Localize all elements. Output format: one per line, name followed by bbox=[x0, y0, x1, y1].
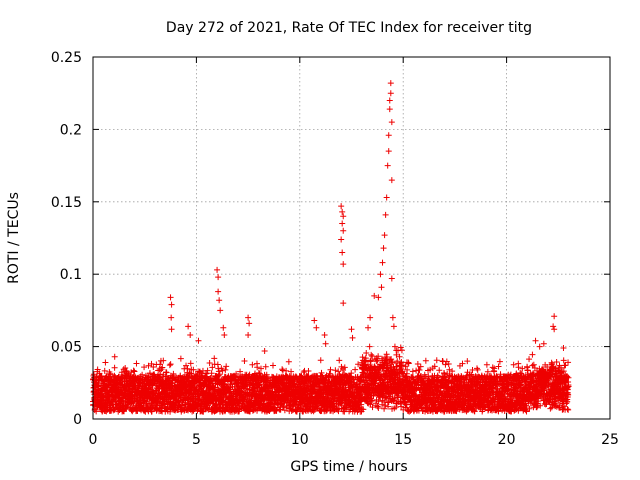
data-point bbox=[215, 368, 222, 375]
data-point bbox=[208, 370, 215, 377]
data-point bbox=[183, 362, 190, 369]
data-point bbox=[433, 357, 440, 364]
data-point bbox=[216, 371, 223, 378]
data-point bbox=[496, 358, 503, 365]
data-point bbox=[130, 367, 137, 374]
data-point bbox=[279, 366, 286, 373]
data-points bbox=[90, 80, 572, 415]
data-point bbox=[489, 364, 496, 371]
data-point bbox=[352, 366, 359, 373]
data-point bbox=[436, 367, 443, 374]
data-point bbox=[398, 347, 405, 354]
data-point bbox=[204, 367, 211, 374]
data-point bbox=[283, 367, 290, 374]
data-point bbox=[94, 366, 101, 373]
data-point bbox=[474, 366, 481, 373]
data-point bbox=[131, 368, 138, 375]
data-point bbox=[209, 364, 216, 371]
data-point bbox=[206, 389, 213, 396]
data-point bbox=[187, 360, 194, 367]
data-point bbox=[148, 360, 155, 367]
data-point bbox=[414, 361, 421, 368]
data-point bbox=[334, 406, 341, 413]
data-point bbox=[166, 362, 173, 369]
data-point bbox=[190, 366, 197, 373]
data-point bbox=[211, 355, 218, 362]
data-point bbox=[167, 361, 174, 368]
data-point bbox=[160, 357, 167, 364]
data-point bbox=[416, 366, 423, 373]
data-point bbox=[163, 369, 170, 376]
data-point bbox=[184, 373, 191, 380]
data-point bbox=[483, 361, 490, 368]
data-point bbox=[121, 408, 128, 415]
grid bbox=[93, 57, 610, 419]
data-point bbox=[157, 371, 164, 378]
data-point bbox=[196, 368, 203, 375]
data-point bbox=[111, 364, 118, 371]
data-point bbox=[422, 357, 429, 364]
data-point bbox=[409, 368, 416, 375]
data-point bbox=[177, 355, 184, 362]
data-point bbox=[367, 357, 374, 364]
chart-title: Day 272 of 2021, Rate Of TEC Index for r… bbox=[166, 20, 532, 36]
data-point bbox=[133, 360, 140, 367]
data-point bbox=[184, 365, 191, 372]
data-point bbox=[203, 370, 210, 377]
data-point bbox=[167, 408, 174, 415]
data-point bbox=[150, 363, 157, 370]
data-point bbox=[157, 361, 164, 368]
data-point bbox=[206, 359, 213, 366]
data-point bbox=[270, 362, 277, 369]
data-point bbox=[209, 378, 216, 385]
data-point bbox=[148, 408, 155, 415]
data-point bbox=[332, 367, 339, 374]
data-point bbox=[241, 357, 248, 364]
data-point bbox=[366, 343, 373, 350]
data-point bbox=[93, 408, 100, 415]
data-point bbox=[101, 367, 108, 374]
data-point bbox=[159, 364, 166, 371]
data-point bbox=[285, 358, 292, 365]
data-point bbox=[141, 364, 148, 371]
data-point bbox=[336, 357, 343, 364]
data-point bbox=[98, 373, 105, 379]
data-point bbox=[317, 357, 324, 364]
